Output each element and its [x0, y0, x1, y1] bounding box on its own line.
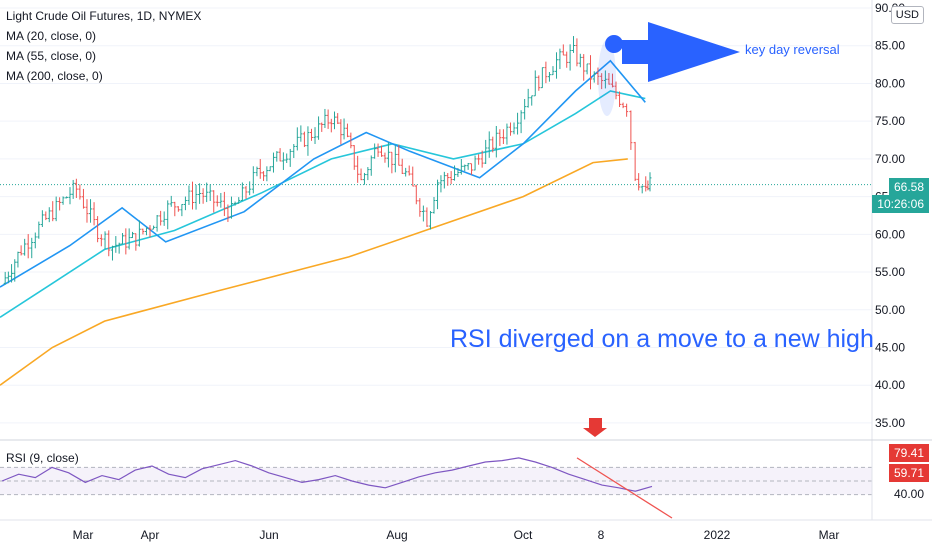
rsi-trendline: [576, 457, 673, 519]
ma200-line: [0, 158, 628, 386]
price-tick-label: 80.00: [875, 76, 905, 90]
legend-ma200[interactable]: MA (200, close, 0): [6, 69, 103, 83]
time-tick-label: Apr: [141, 528, 160, 542]
time-tick-label: Mar: [819, 528, 840, 542]
legend-ma55[interactable]: MA (55, close, 0): [6, 49, 97, 63]
rsi-line: [1, 457, 653, 492]
reversal-arrow: [622, 22, 740, 82]
price-tick-label: 70.00: [875, 152, 905, 166]
time-tick-label: 8: [598, 528, 605, 542]
price-tick-label: 40.00: [875, 378, 905, 392]
time-tick-label: Mar: [73, 528, 94, 542]
price-tick-label: 50.00: [875, 303, 905, 317]
rsi-legend: RSI (9, close): [6, 451, 79, 465]
price-tick-label: 45.00: [875, 340, 905, 354]
reversal-highlight: [598, 40, 616, 116]
time-tick-label: Aug: [386, 528, 407, 542]
annotation-rsi-divergence: RSI diverged on a move to a new high: [450, 325, 874, 353]
reversal-marker: [605, 35, 623, 53]
ma20-line: [0, 59, 646, 288]
currency-badge[interactable]: USD: [890, 6, 924, 24]
price-tick-label: 75.00: [875, 114, 905, 128]
rsi-badge-mid: 59.71: [888, 464, 929, 482]
price-tick-label: 85.00: [875, 39, 905, 53]
last-price-badge: 66.58: [888, 178, 929, 196]
countdown-badge: 10:26:06: [872, 195, 929, 213]
rsi-badge-upper: 79.41: [888, 444, 929, 462]
price-tick-label: 55.00: [875, 265, 905, 279]
rsi-badge-lower: 40.00: [888, 485, 929, 503]
annotation-key-day-reversal: key day reversal: [745, 42, 840, 57]
chart-legend: Light Crude Oil Futures, 1D, NYMEX MA (2…: [6, 6, 201, 86]
price-tick-label: 35.00: [875, 416, 905, 430]
legend-ma20[interactable]: MA (20, close, 0): [6, 29, 97, 43]
price-tick-label: 60.00: [875, 227, 905, 241]
time-tick-label: Oct: [514, 528, 533, 542]
time-tick-label: Jun: [259, 528, 278, 542]
time-tick-label: 2022: [704, 528, 731, 542]
chart-title: Light Crude Oil Futures, 1D, NYMEX: [6, 9, 202, 23]
ma55-line: [0, 90, 646, 318]
divergence-arrow: [583, 418, 607, 437]
